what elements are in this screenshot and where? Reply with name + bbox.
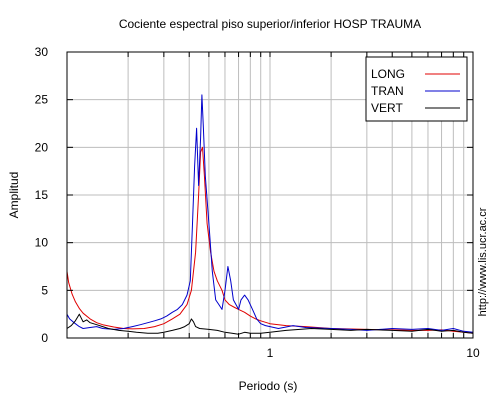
y-tick-label: 20 (35, 140, 49, 154)
x-tick-label: 1 (267, 346, 274, 360)
series-line-vert (66, 313, 474, 335)
series-line-tran (66, 94, 474, 333)
legend-items: LONG TRAN VERT (371, 67, 460, 115)
axis-ticks: 0 5 10 15 20 25 30 1 10 (35, 45, 480, 360)
y-tick-label: 25 (35, 93, 49, 107)
grid-lines (67, 52, 473, 338)
legend-label-vert: VERT (371, 101, 403, 115)
chart-title: Cociente espectral piso superior/inferio… (119, 17, 421, 31)
legend-label-tran: TRAN (371, 84, 404, 98)
legend-label-long: LONG (371, 67, 405, 81)
y-tick-label: 5 (41, 283, 48, 297)
y-tick-label: 10 (35, 236, 49, 250)
source-url-watermark: http://www.lis.ucr.ac.cr (477, 207, 489, 316)
y-tick-label: 30 (35, 45, 49, 59)
x-axis-label: Periodo (s) (239, 379, 298, 393)
series-lines (66, 94, 474, 335)
y-tick-label: 15 (35, 188, 49, 202)
legend-box (365, 56, 468, 122)
y-tick-label: 0 (41, 331, 48, 345)
y-axis-label: Amplitud (7, 172, 21, 219)
x-tick-label: 10 (466, 346, 480, 360)
legend: LONG TRAN VERT (365, 56, 468, 122)
